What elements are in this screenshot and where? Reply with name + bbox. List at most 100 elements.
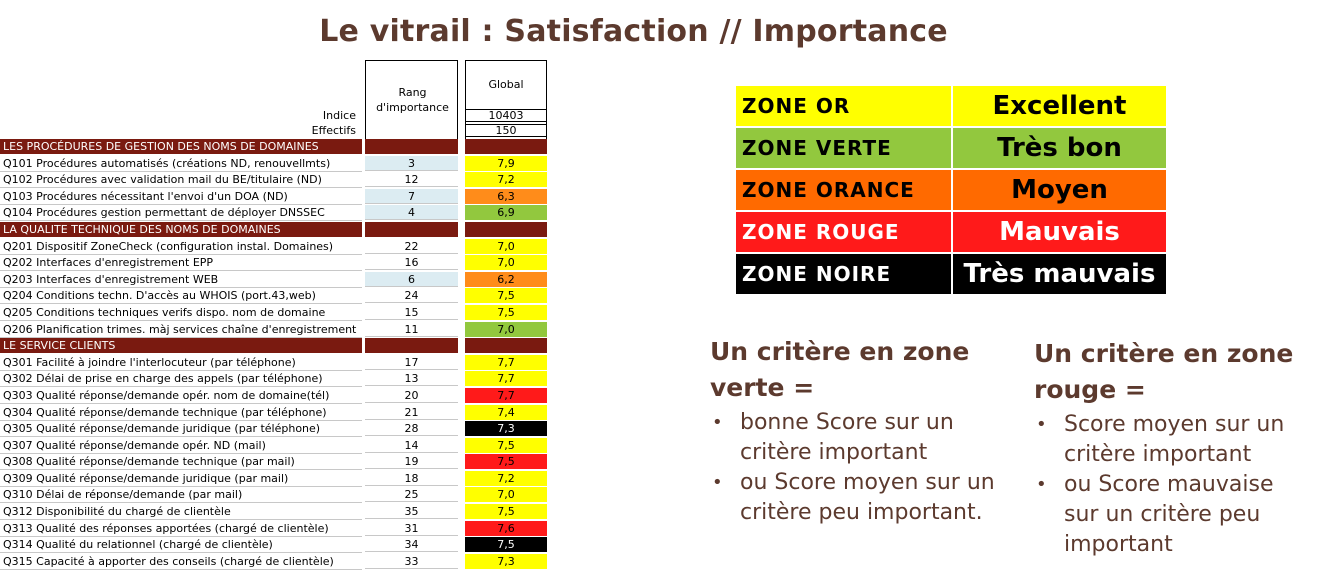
table-row: Q305 Qualité réponse/demande juridique (… xyxy=(0,421,560,438)
legend-row: ZONE ORANCE Moyen xyxy=(734,168,1168,212)
criterion-label: Q307 Qualité réponse/demande opér. ND (m… xyxy=(3,438,266,452)
row-divider xyxy=(0,469,362,471)
criterion-label: Q206 Planification trimes. màj services … xyxy=(3,322,357,336)
bullet-dot-icon: • xyxy=(1036,414,1047,435)
zone-quality: Moyen xyxy=(951,168,1168,212)
criterion-label: Q103 Procédures nécessitant l'envoi d'un… xyxy=(3,189,288,203)
section-band xyxy=(465,338,547,354)
table-row: Q302 Délai de prise en charge des appels… xyxy=(0,371,560,388)
bullet-item: • Score moyen sur un critère important xyxy=(1034,410,1304,470)
criterion-label: Q205 Conditions techniques verifs dispo.… xyxy=(3,305,326,319)
green-zone-explanation: Un critère en zone verte = • bonne Score … xyxy=(710,334,1000,528)
section-band xyxy=(365,139,458,154)
rank-cell: 17 xyxy=(365,355,458,370)
section-band xyxy=(365,338,458,354)
row-divider xyxy=(0,319,362,321)
score-cell: 7,9 xyxy=(465,155,547,171)
row-divider xyxy=(0,303,362,305)
rank-cell: 34 xyxy=(365,537,458,553)
table-row: Q314 Qualité du relationnel (chargé de c… xyxy=(0,537,560,554)
rank-cell: 33 xyxy=(365,554,458,569)
row-divider xyxy=(0,436,362,438)
table-row: Q304 Qualité réponse/demande technique (… xyxy=(0,404,560,422)
table-row: Q310 Délai de réponse/demande (par mail)… xyxy=(0,487,560,504)
table-row: Q104 Procédures gestion permettant de dé… xyxy=(0,205,560,222)
criterion-label: Q301 Facilité à joindre l'interlocuteur … xyxy=(3,355,296,369)
row-divider xyxy=(0,552,362,554)
row-divider xyxy=(0,270,362,272)
zone-quality: Excellent xyxy=(951,84,1168,128)
score-cell: 7,7 xyxy=(465,387,547,403)
effectifs-label: Effectifs xyxy=(311,124,356,137)
zone-name: ZONE NOIRE xyxy=(734,252,953,296)
bullet-dot-icon: • xyxy=(1036,474,1047,495)
score-cell: 7,5 xyxy=(465,537,547,553)
rank-cell: 4 xyxy=(365,205,458,221)
rank-header-label: Rang d'importance xyxy=(376,86,449,114)
criterion-label: Q302 Délai de prise en charge des appels… xyxy=(3,372,323,386)
criterion-label: Q310 Délai de réponse/demande (par mail) xyxy=(3,488,243,502)
criterion-label: Q315 Capacité à apporter des conseils (c… xyxy=(3,554,334,568)
bullet-item: • ou Score moyen sur un critère peu impor… xyxy=(710,468,1000,528)
rank-cell: 31 xyxy=(365,521,458,536)
rank-cell: 35 xyxy=(365,504,458,520)
row-divider xyxy=(0,419,362,421)
score-cell: 7,5 xyxy=(465,454,547,470)
rank-header: Rang d'importance xyxy=(365,60,458,139)
legend-row: ZONE ROUGE Mauvais xyxy=(734,210,1168,254)
criterion-label: Q202 Interfaces d'enregistrement EPP xyxy=(3,256,214,270)
zone-quality: Très mauvais xyxy=(951,252,1168,296)
criterion-label: Q203 Interfaces d'enregistrement WEB xyxy=(3,272,219,286)
legend-row: ZONE VERTE Très bon xyxy=(734,126,1168,170)
zone-legend: ZONE OR Excellent ZONE VERTE Très bon ZONE O… xyxy=(734,84,1168,296)
score-cell: 7,5 xyxy=(465,304,547,320)
section-title: LE SERVICE CLIENTS xyxy=(0,338,362,354)
zone-quality: Très bon xyxy=(951,126,1168,170)
bullet-item: • ou Score mauvaise sur un critère peu im… xyxy=(1034,470,1304,560)
criterion-label: Q104 Procédures gestion permettant de dé… xyxy=(3,206,325,220)
indice-value: 10403 xyxy=(465,109,547,122)
section-title: LA QUALITE TECHNIQUE DES NOMS DE DOMAINE… xyxy=(0,221,362,237)
score-cell: 7,2 xyxy=(465,172,547,188)
section-band xyxy=(365,221,458,237)
table-row: Q312 Disponibilité du chargé de clientèl… xyxy=(0,504,560,521)
section-header-row: LE SERVICE CLIENTS xyxy=(0,338,560,355)
criterion-label: Q308 Qualité réponse/demande technique (… xyxy=(3,455,295,469)
table-row: Q201 Dispositif ZoneCheck (configuration… xyxy=(0,238,560,256)
section-band xyxy=(465,221,547,237)
table-row: Q307 Qualité réponse/demande opér. ND (m… xyxy=(0,437,560,455)
zone-name: ZONE VERTE xyxy=(734,126,953,170)
table-row: Q203 Interfaces d'enregistrement WEB 6 6,2 xyxy=(0,271,560,289)
table-rows: LES PROCÉDURES DE GESTION DES NOMS DE DO… xyxy=(0,139,560,570)
red-zone-explanation: Un critère en zone rouge = • Score moyen… xyxy=(1034,336,1304,560)
bullet-text: bonne Score sur un critère important xyxy=(740,410,954,465)
row-divider xyxy=(0,253,362,255)
table-row: Q315 Capacité à apporter des conseils (c… xyxy=(0,553,560,570)
bullet-text: Score moyen sur un critère important xyxy=(1064,412,1285,467)
score-cell: 7,7 xyxy=(465,354,547,370)
page-title: Le vitrail : Satisfaction // Importance xyxy=(319,14,948,49)
rank-cell: 16 xyxy=(365,255,458,271)
red-zone-heading: Un critère en zone rouge = xyxy=(1034,339,1294,404)
rank-cell: 24 xyxy=(365,288,458,304)
rank-cell: 7 xyxy=(365,188,458,204)
table-row: Q202 Interfaces d'enregistrement EPP 16 7,… xyxy=(0,255,560,272)
zone-quality: Mauvais xyxy=(951,210,1168,254)
score-cell: 7,2 xyxy=(465,470,547,486)
rank-cell: 3 xyxy=(365,155,458,171)
rank-cell: 12 xyxy=(365,172,458,188)
score-cell: 7,6 xyxy=(465,520,547,536)
indice-label: Indice xyxy=(322,109,356,122)
effectifs-value: 150 xyxy=(465,124,547,137)
row-divider xyxy=(0,203,362,205)
criterion-label: Q102 Procédures avec validation mail du … xyxy=(3,173,322,187)
rank-cell: 15 xyxy=(365,305,458,320)
table-row: Q301 Facilité à joindre l'interlocuteur … xyxy=(0,354,560,372)
global-header-label: Global xyxy=(488,78,524,91)
table-row: Q313 Qualité des réponses apportées (cha… xyxy=(0,520,560,538)
row-divider xyxy=(0,386,362,388)
row-divider xyxy=(0,485,362,487)
criterion-label: Q201 Dispositif ZoneCheck (configuration… xyxy=(3,239,334,253)
bullet-dot-icon: • xyxy=(712,472,723,493)
table-row: Q103 Procédures nécessitant l'envoi d'un… xyxy=(0,188,560,206)
